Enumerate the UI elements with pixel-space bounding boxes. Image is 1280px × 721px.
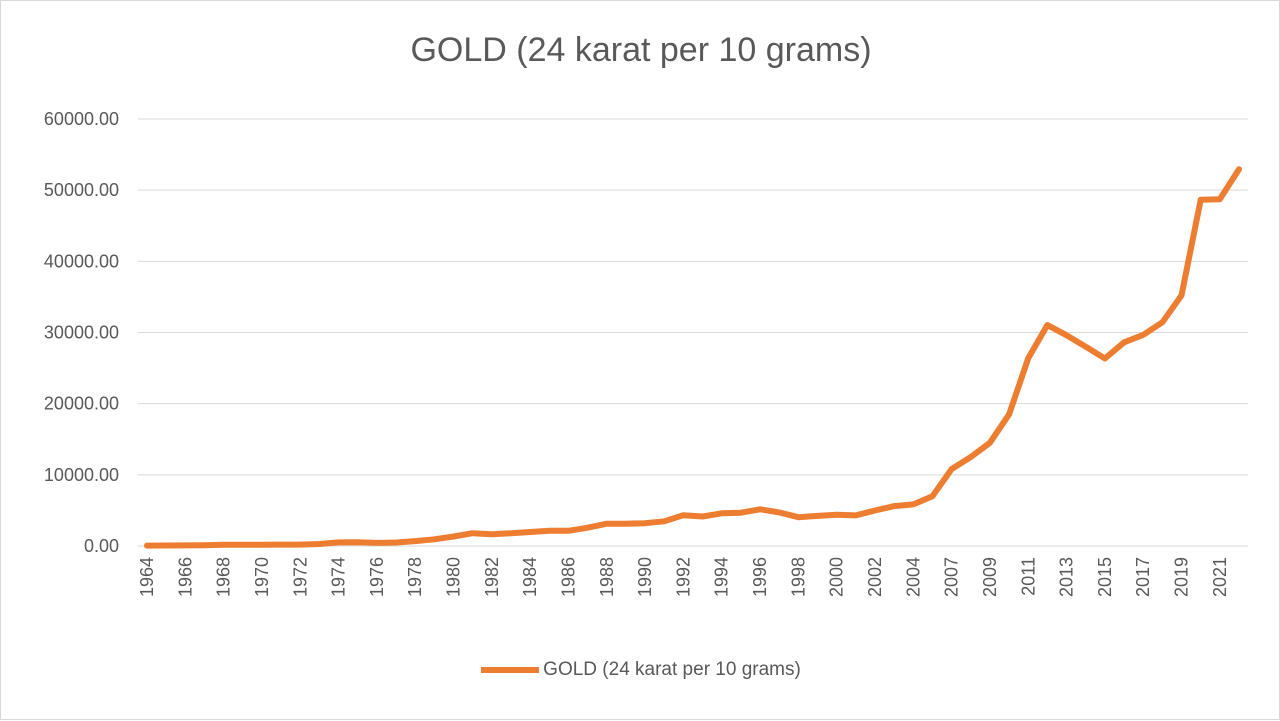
series-line-gold [144,166,1242,549]
y-tick-label: 60000.00 [44,109,119,129]
y-tick-label: 20000.00 [44,394,119,414]
x-tick-label: 2007 [942,557,962,597]
x-tick-label: 1980 [444,557,464,597]
x-tick-label: 1970 [252,557,272,597]
x-tick-label: 2021 [1210,557,1230,597]
x-tick-label: 2019 [1172,557,1192,597]
x-tick-label: 2017 [1133,557,1153,597]
x-axis-ticks: 1964 1966 1968 1970 1972 1974 1976 1978 1980 1982… [137,557,1230,597]
x-tick-label: 2013 [1057,557,1077,597]
legend: GOLD (24 karat per 10 grams) [1,659,1280,681]
x-tick-label: 1972 [290,557,310,597]
x-tick-label: 1986 [558,557,578,597]
gridlines [138,118,1248,547]
y-tick-label: 0.00 [84,536,119,556]
x-tick-label: 2004 [903,557,923,597]
x-tick-label: 1968 [214,557,234,597]
legend-swatch [481,667,540,673]
x-tick-label: 1988 [597,557,617,597]
x-tick-label: 1998 [788,557,808,597]
y-tick-label: 30000.00 [44,323,119,343]
x-tick-label: 2011 [1018,557,1038,596]
x-tick-label: 1976 [367,557,387,597]
series-layer [144,166,1242,549]
x-tick-label: 2002 [865,557,885,597]
x-tick-label: 1982 [482,557,502,597]
x-tick-label: 1996 [750,557,770,597]
x-tick-label: 1992 [673,557,693,597]
y-axis-ticks: 0.00 10000.00 20000.00 30000.00 40000.00 5000… [44,109,119,556]
x-tick-label: 1978 [405,557,425,597]
x-tick-label: 2015 [1095,557,1115,597]
x-tick-label: 1964 [137,557,157,597]
x-tick-label: 2009 [980,557,1000,597]
y-tick-label: 50000.00 [44,180,119,200]
x-tick-label: 1984 [520,557,540,597]
x-tick-label: 1990 [635,557,655,597]
chart-title: GOLD (24 karat per 10 grams) [410,31,872,69]
x-tick-label: 1974 [329,557,349,597]
x-tick-label: 1994 [712,557,732,597]
y-tick-label: 10000.00 [44,465,119,485]
x-tick-label: 2000 [827,557,847,597]
x-tick-label: 1966 [175,557,195,597]
y-tick-label: 40000.00 [44,251,119,271]
legend-label: GOLD (24 karat per 10 grams) [543,659,801,680]
